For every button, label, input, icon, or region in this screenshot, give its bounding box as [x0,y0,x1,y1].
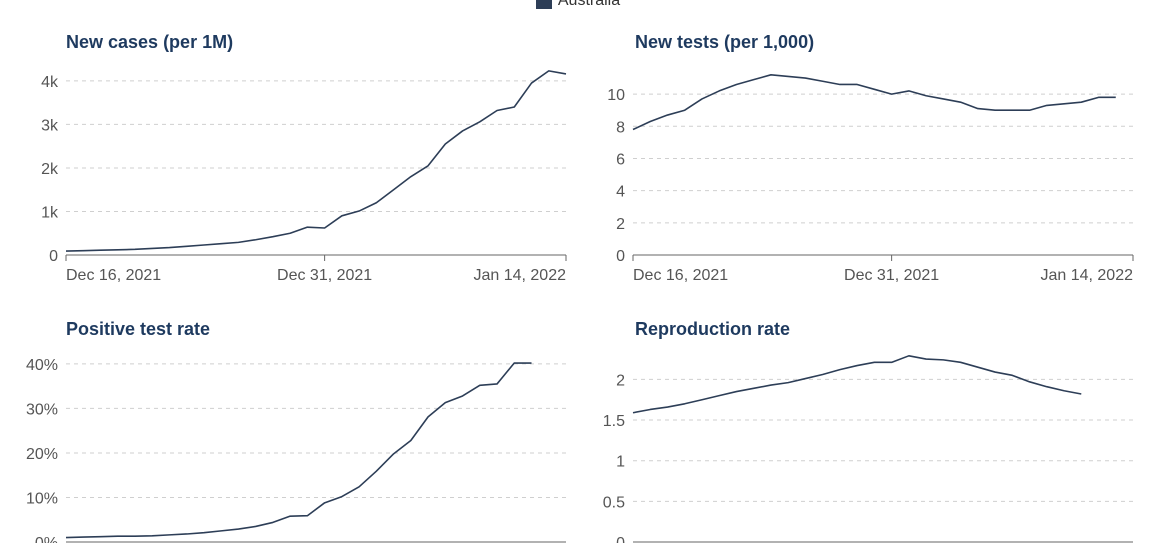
chart-panel-2: New tests (per 1,000) 0 2 4 6 8 10 Dec 16, 2021… [607,32,1134,284]
y-tick-label: 10% [26,490,58,507]
series-line [65,70,567,252]
y-tick-label: 3k [41,117,59,134]
y-tick-label: 1 [616,454,625,471]
x-tick-label: Dec 16, 2021 [66,267,161,284]
y-tick-label: 0 [616,535,625,543]
y-tick-label: 2 [616,216,625,233]
chart-panel-3: Positive test rate 0% 10% 20% 30% 40% [26,319,566,543]
y-tick-label: 40% [26,357,58,374]
y-tick-label: 6 [616,151,625,168]
legend-swatch [535,0,552,9]
x-tick-label: Jan 14, 2022 [473,267,566,284]
chart-panel-1: New cases (per 1M) 0 1k 2k 3k 4k Dec 16, 2021 D… [41,32,567,284]
chart-title: Reproduction rate [635,319,790,339]
series-line [65,362,532,539]
y-tick-label: 4 [616,184,625,201]
y-tick-label: 4k [41,74,59,91]
y-tick-label: 2k [41,161,59,178]
y-tick-label: 1.5 [603,413,625,430]
y-tick-label: 8 [616,119,625,136]
x-tick-label: Dec 31, 2021 [277,267,372,284]
series-line [632,355,1082,414]
series-line [632,74,1116,131]
y-tick-label: 0 [49,248,58,265]
y-tick-label: 2 [616,372,625,389]
y-tick-label: 30% [26,401,58,418]
legend: Australia [0,0,1156,10]
y-tick-label: 1k [41,204,59,221]
chart-title: New cases (per 1M) [66,32,233,52]
y-tick-label: 20% [26,446,58,463]
chart-title: Positive test rate [66,319,210,339]
y-tick-label: 10 [607,87,625,104]
x-tick-label: Dec 16, 2021 [633,267,728,284]
legend-label: Australia [557,0,621,9]
x-tick-label: Jan 14, 2022 [1040,267,1133,284]
y-tick-label: 0 [616,248,625,265]
chart-title: New tests (per 1,000) [635,32,814,52]
y-tick-label: 0.5 [603,494,625,511]
chart-panel-4: Reproduction rate 0 0.5 1 1.5 2 [603,319,1133,543]
y-tick-label: 0% [35,535,58,543]
x-tick-label: Dec 31, 2021 [844,267,939,284]
